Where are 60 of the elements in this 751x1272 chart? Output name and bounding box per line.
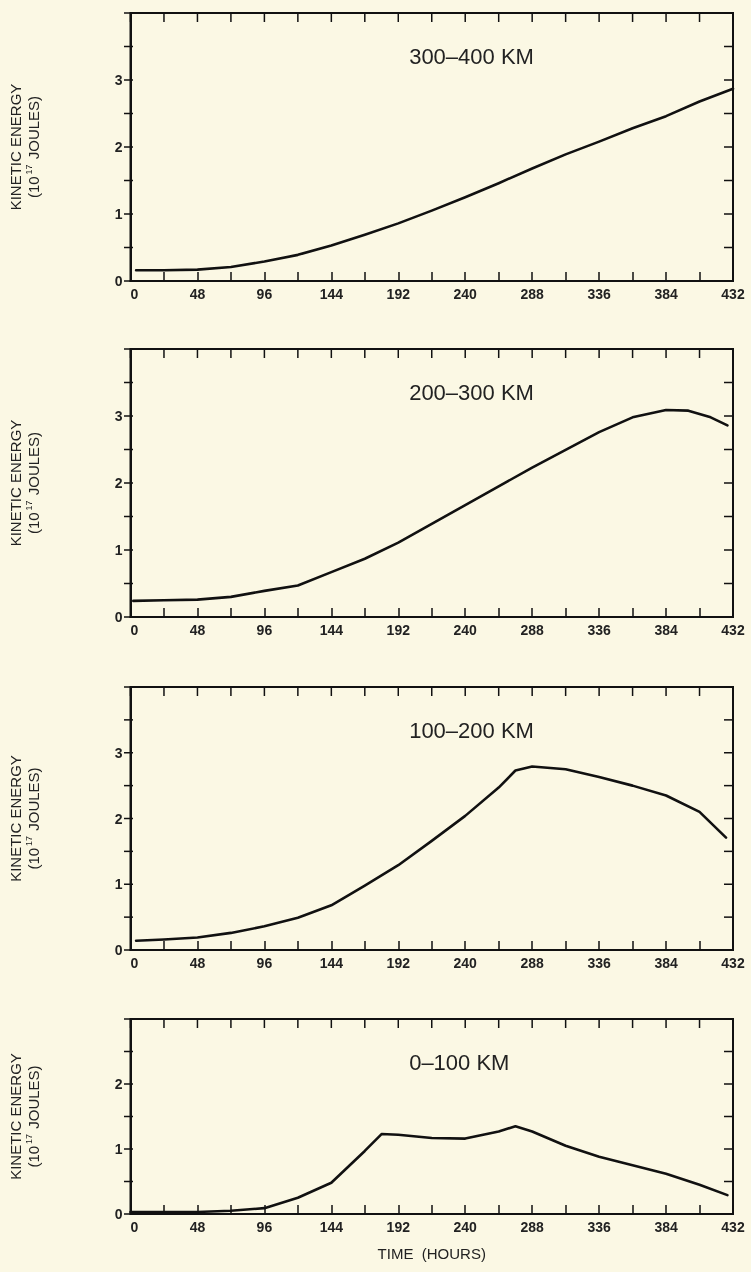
x-tick-label: 96 [256,622,273,638]
x-tick-label: 336 [587,622,611,638]
y-tick-label: 2 [114,1076,123,1092]
x-tick-label: 240 [453,622,478,638]
x-tick-label: 288 [520,622,545,638]
x-tick-label: 288 [520,955,545,971]
x-tick-label: 288 [520,1219,545,1235]
x-tick-label: 144 [319,286,344,302]
x-tick-label: 144 [319,622,344,638]
y-tick-label: 3 [114,744,123,761]
y-tick-label: 2 [114,139,123,155]
y-tick-label: 3 [114,72,123,88]
x-tick-label: 240 [453,1219,478,1235]
y-tick-label: 0 [114,273,123,289]
x-tick-label: 432 [721,955,745,971]
x-tick-label: 48 [189,955,206,971]
x-tick-label: 336 [587,955,611,971]
x-tick-label: 240 [453,955,478,971]
y-tick-label: 1 [114,206,123,222]
x-tick-label: 192 [386,286,411,302]
y-tick-label: 1 [114,542,123,558]
x-tick-label: 96 [256,955,273,971]
x-tick-label: 0 [130,955,139,971]
x-tick-label: 336 [587,286,611,302]
x-tick-label: 96 [256,286,273,302]
x-tick-label: 432 [721,622,745,638]
x-axis-title: TIME (HOURS) [377,1244,486,1262]
y-tick-label: 3 [114,408,123,424]
x-tick-label: 48 [189,622,206,638]
x-tick-label: 432 [721,286,745,302]
x-tick-label: 192 [386,955,411,971]
y-tick-label: 2 [114,475,123,491]
x-tick-label: 288 [520,286,545,302]
x-tick-label: 192 [386,1219,411,1235]
y-tick-label: 1 [114,876,123,893]
x-tick-label: 384 [654,622,678,638]
text: 300–400 KM [409,43,534,69]
x-tick-label: 0 [130,622,139,638]
x-tick-label: 144 [319,955,344,971]
x-tick-label: 432 [721,1219,745,1235]
x-tick-label: 384 [654,955,678,971]
x-tick-label: 144 [319,1219,344,1235]
y-tick-label: 0 [114,942,123,958]
y-tick-label: 1 [114,1141,123,1157]
x-tick-label: 48 [189,286,206,302]
x-tick-label: 240 [453,286,478,302]
x-tick-label: 0 [130,286,139,302]
text: 100–200 KM [409,717,534,743]
x-tick-label: 384 [654,286,678,302]
x-tick-label: 48 [189,1219,206,1235]
text: 0–100 KM [409,1049,510,1075]
x-tick-label: 0 [130,1219,139,1235]
x-tick-label: 96 [256,1219,273,1235]
x-tick-label: 336 [587,1219,611,1235]
x-tick-label: 192 [386,622,411,638]
x-tick-label: 384 [654,1219,678,1235]
y-tick-label: 0 [114,609,123,625]
text: 200–300 KM [409,379,534,405]
y-tick-label: 0 [114,1206,123,1222]
y-tick-label: 2 [114,810,123,827]
